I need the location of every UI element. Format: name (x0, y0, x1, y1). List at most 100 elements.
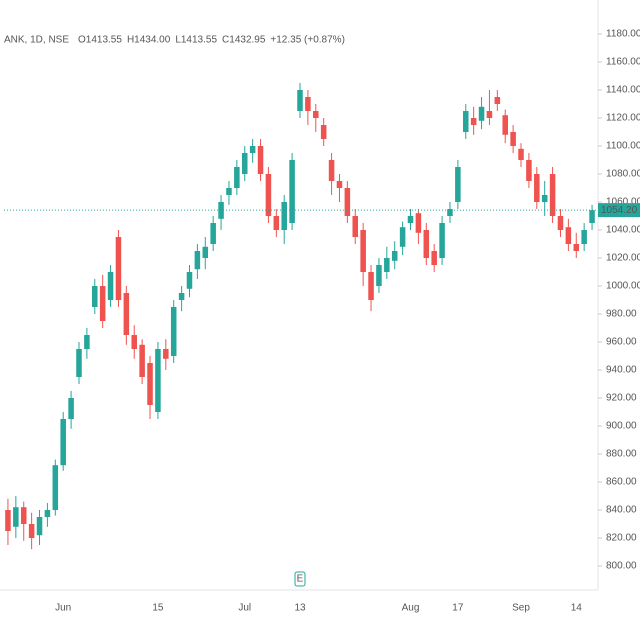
candle-body (273, 216, 280, 230)
x-tick-label: Sep (512, 603, 530, 614)
candle-body (565, 227, 572, 244)
y-tick-label: 980.00 (606, 309, 637, 320)
x-tick-label: 17 (452, 603, 464, 614)
candle-body (384, 258, 390, 272)
y-tick-label: 1100.00 (606, 141, 640, 152)
candle-body (549, 174, 556, 216)
candle-body (52, 465, 59, 510)
candle-body (305, 97, 311, 111)
candle-body (447, 209, 453, 216)
last-price-box (598, 203, 640, 218)
candle-body (123, 293, 130, 335)
candle-body (573, 244, 580, 251)
y-tick-label: 940.00 (606, 365, 637, 376)
y-tick-label: 1040.00 (606, 225, 640, 236)
candle-body (139, 344, 145, 377)
y-tick-label: 1160.00 (606, 57, 640, 68)
candle-body (36, 517, 43, 536)
y-tick-label: 1060.00 (606, 197, 640, 208)
candle-body (478, 106, 485, 121)
candle-body (391, 251, 398, 261)
x-tick-label: 15 (152, 603, 164, 614)
candle-body (494, 97, 501, 104)
candle-body (218, 202, 224, 219)
candle-body (360, 230, 366, 272)
y-tick-label: 860.00 (606, 477, 637, 488)
candle-body (415, 213, 422, 233)
y-tick-label: 1180.00 (606, 29, 640, 40)
y-tick-label: 1140.00 (606, 85, 640, 96)
candle-body (462, 111, 469, 132)
candle-body (99, 286, 106, 321)
candle-body (510, 132, 516, 146)
candle-body (502, 115, 508, 135)
candle-body (202, 246, 209, 258)
candle-body (107, 272, 114, 300)
candle-body (257, 146, 264, 174)
candle-body (431, 251, 437, 265)
candle-body (155, 349, 161, 412)
candle-body (297, 90, 303, 111)
ohlc-value: H1434.00 (127, 35, 171, 46)
candle-body (320, 125, 327, 139)
ohlc-value: C1432.95 (222, 35, 266, 46)
event-marker: E (297, 574, 304, 585)
candle-body (289, 160, 295, 223)
candle-body (534, 174, 540, 202)
candle-body (518, 148, 524, 160)
candle-body (131, 335, 138, 349)
candle-body (581, 230, 587, 244)
candle-body (13, 507, 19, 527)
ohlc-value: O1413.55 (78, 35, 122, 46)
candle-body (313, 111, 319, 118)
candle-body (210, 223, 216, 244)
y-tick-label: 1020.00 (606, 253, 640, 264)
y-tick-label: 880.00 (606, 449, 637, 460)
x-tick-label: 13 (294, 603, 306, 614)
candle-body (92, 286, 98, 307)
candle-body (170, 307, 177, 356)
event-marker-box (294, 571, 306, 587)
candle-body (526, 160, 532, 181)
x-tick-label: 14 (571, 603, 583, 614)
candle-body (265, 174, 272, 216)
x-tick-label: Aug (402, 603, 420, 614)
candle-body (60, 419, 66, 466)
candle-body (541, 195, 548, 202)
candle-body (84, 335, 90, 349)
candle-body (178, 293, 185, 300)
x-tick-label: Jul (238, 603, 251, 614)
candle-body (423, 230, 430, 258)
y-tick-label: 820.00 (606, 533, 637, 544)
candle-body (376, 265, 382, 286)
candle-body (352, 216, 359, 237)
ohlc-value: L1413.55 (175, 35, 217, 46)
candle-body (281, 202, 287, 230)
candle-body (234, 167, 240, 188)
candle-body (399, 227, 406, 247)
ohlc-value: +12.35 (+0.87%) (270, 35, 345, 46)
y-tick-label: 1080.00 (606, 169, 640, 180)
candle-body (249, 146, 256, 153)
candle-body (163, 349, 169, 359)
candle-body (241, 153, 248, 174)
candle-body (328, 160, 335, 181)
candle-body (557, 216, 564, 230)
candle-body (455, 167, 461, 202)
x-tick-label: Jun (55, 603, 71, 614)
candle-body (470, 118, 477, 125)
y-tick-label: 920.00 (606, 393, 637, 404)
candle-body (5, 510, 11, 531)
y-tick-label: 960.00 (606, 337, 637, 348)
candle-body (589, 210, 595, 223)
candle-body (194, 251, 201, 270)
candle-body (439, 223, 445, 258)
candle-body (486, 111, 493, 118)
candle-body (336, 181, 343, 188)
candle-body (68, 398, 74, 419)
candle-body (28, 524, 35, 538)
y-tick-label: 1000.00 (606, 281, 640, 292)
y-tick-label: 1120.00 (606, 113, 640, 124)
